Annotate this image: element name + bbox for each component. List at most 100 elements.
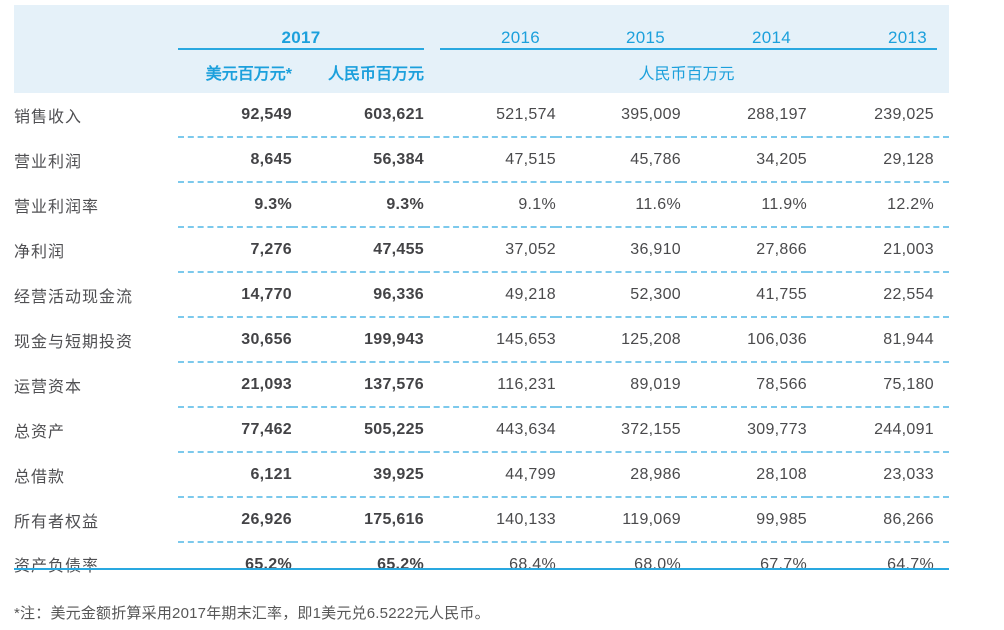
row-label: 经营活动现金流 (14, 288, 134, 306)
underline-prior-years (440, 48, 937, 50)
value-cell: 47,455 (292, 227, 424, 273)
underline-2017-cell (178, 48, 424, 50)
value-cell: 68.0% (634, 555, 681, 573)
value-cell: 372,155 (556, 407, 681, 453)
value-cell: 37,052 (424, 227, 556, 273)
underline-group-cell (424, 48, 949, 50)
header-spacer (14, 50, 178, 93)
value-cell: 30,656 (178, 317, 292, 363)
value-cell: 603,621 (292, 93, 424, 138)
value-cell: 34,205 (681, 137, 807, 183)
value-cell: 56,384 (292, 137, 424, 183)
value-cell: 239,025 (807, 93, 949, 138)
value-cell: 9.1% (424, 182, 556, 228)
value-cell: 23,033 (807, 452, 949, 498)
value-cell: 22,554 (807, 272, 949, 318)
value-cell: 47,515 (424, 137, 556, 183)
row-label: 总资产 (14, 423, 66, 441)
value-cell: 26,926 (178, 497, 292, 543)
value-cell: 81,944 (807, 317, 949, 363)
usd-millions-header: 美元百万元* (205, 65, 292, 83)
year-2017-header: 2017 (281, 28, 321, 47)
value-cell: 21,093 (178, 362, 292, 408)
row-label: 销售收入 (14, 109, 83, 126)
value-cell: 49,218 (424, 272, 556, 318)
value-cell: 29,128 (807, 137, 949, 183)
year-2015-header: 2015 (625, 28, 665, 47)
value-cell: 125,208 (556, 317, 681, 363)
table-row-operating-cash-flow: 经营活动现金流 14,770 96,336 49,218 52,300 41,7… (14, 272, 949, 318)
value-cell: 41,755 (681, 272, 807, 318)
value-cell: 145,653 (424, 317, 556, 363)
value-cell: 9.3% (292, 182, 424, 228)
row-label: 所有者权益 (14, 513, 100, 531)
value-cell: 28,986 (556, 452, 681, 498)
value-cell: 77,462 (178, 407, 292, 453)
value-cell: 96,336 (292, 272, 424, 318)
value-cell: 44,799 (424, 452, 556, 498)
table-row-operating-margin: 营业利润率 9.3% 9.3% 9.1% 11.6% 11.9% 12.2% (14, 182, 949, 228)
value-cell: 6,121 (178, 452, 292, 498)
row-label: 运营资本 (14, 378, 83, 396)
header-spacer (14, 5, 178, 48)
table-row-cash-and-short-term-investments: 现金与短期投资 30,656 199,943 145,653 125,208 1… (14, 317, 949, 363)
year-2016-header: 2016 (500, 28, 540, 47)
value-cell: 28,108 (681, 452, 807, 498)
table-row-working-capital: 运营资本 21,093 137,576 116,231 89,019 78,56… (14, 362, 949, 408)
rmb-millions-header: 人民币百万元 (327, 65, 424, 83)
value-cell: 8,645 (178, 137, 292, 183)
row-label: 总借款 (14, 468, 66, 486)
value-cell: 36,910 (556, 227, 681, 273)
year-2014-header: 2014 (751, 28, 791, 47)
value-cell: 27,866 (681, 227, 807, 273)
table-bottom-rule (14, 568, 949, 570)
value-cell: 175,616 (292, 497, 424, 543)
value-cell: 9.3% (178, 182, 292, 228)
table-row-sales-revenue: 销售收入 92,549 603,621 521,574 395,009 288,… (14, 93, 949, 138)
exchange-rate-footnote: *注：美元金额折算采用2017年期末汇率，即1美元兑6.5222元人民币。 (14, 605, 490, 622)
header-underline-row (14, 48, 949, 50)
table-row-liability-ratio: 资产负债率 65.2% 65.2% 68.4% 68.0% 67.7% 64.7… (14, 542, 949, 586)
value-cell: 7,276 (178, 227, 292, 273)
value-cell: 86,266 (807, 497, 949, 543)
value-cell: 99,985 (681, 497, 807, 543)
value-cell: 68.4% (509, 555, 556, 573)
row-label: 资产负债率 (14, 558, 100, 575)
table-row-total-assets: 总资产 77,462 505,225 443,634 372,155 309,7… (14, 407, 949, 453)
value-cell: 65.2% (245, 555, 292, 573)
value-cell: 106,036 (681, 317, 807, 363)
value-cell: 244,091 (807, 407, 949, 453)
rmb-millions-group-header: 人民币百万元 (638, 65, 735, 83)
value-cell: 395,009 (556, 93, 681, 138)
table-row-total-borrowings: 总借款 6,121 39,925 44,799 28,986 28,108 23… (14, 452, 949, 498)
value-cell: 14,770 (178, 272, 292, 318)
value-cell: 116,231 (424, 362, 556, 408)
row-label: 营业利润率 (14, 198, 100, 216)
value-cell: 78,566 (681, 362, 807, 408)
underline-2017 (178, 48, 424, 50)
value-cell: 39,925 (292, 452, 424, 498)
financial-data-table: 销售收入 92,549 603,621 521,574 395,009 288,… (14, 93, 949, 586)
row-label: 净利润 (14, 243, 66, 261)
value-cell: 199,943 (292, 317, 424, 363)
year-2013-header: 2013 (887, 28, 927, 47)
row-label: 现金与短期投资 (14, 333, 134, 351)
value-cell: 67.7% (760, 555, 807, 573)
table-row-net-profit: 净利润 7,276 47,455 37,052 36,910 27,866 21… (14, 227, 949, 273)
header-grid: 2017 2016 2015 2014 2013 美元百万元* 人民币百万元 人… (14, 5, 949, 93)
value-cell: 443,634 (424, 407, 556, 453)
value-cell: 140,133 (424, 497, 556, 543)
value-cell: 92,549 (178, 93, 292, 138)
value-cell: 21,003 (807, 227, 949, 273)
value-cell: 11.6% (556, 182, 681, 228)
value-cell: 505,225 (292, 407, 424, 453)
value-cell: 119,069 (556, 497, 681, 543)
value-cell: 309,773 (681, 407, 807, 453)
value-cell: 89,019 (556, 362, 681, 408)
row-label: 营业利润 (14, 153, 83, 171)
year-header-row: 2017 2016 2015 2014 2013 (14, 5, 949, 48)
value-cell: 52,300 (556, 272, 681, 318)
table-row-operating-profit: 营业利润 8,645 56,384 47,515 45,786 34,205 2… (14, 137, 949, 183)
value-cell: 12.2% (807, 182, 949, 228)
